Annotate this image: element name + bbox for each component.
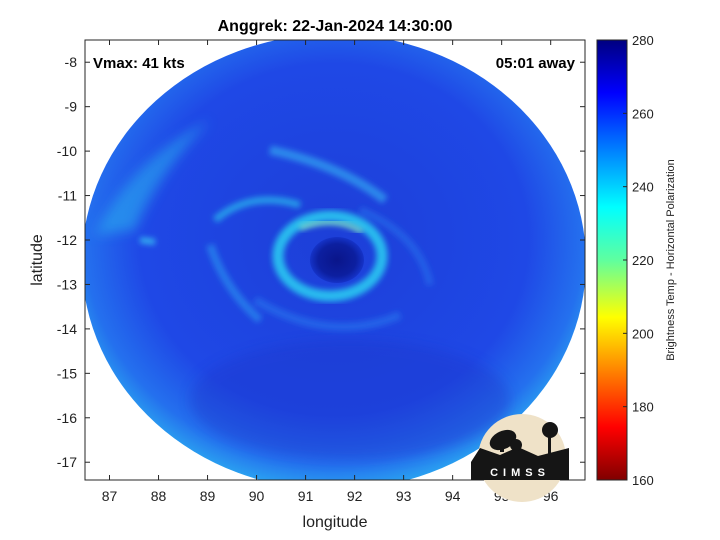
storm-eye [310,237,364,283]
y-tick-label: -9 [65,99,78,115]
cimss-logo-text: CIMSS [490,467,550,479]
colorbar-tick-label: 260 [632,106,654,121]
x-tick-label: 91 [298,488,314,504]
y-tick-label: -14 [57,321,77,337]
colorbar-tick-label: 180 [632,400,654,415]
map-title: Anggrek: 22-Jan-2024 14:30:00 [218,18,453,35]
x-tick-label: 87 [102,488,118,504]
y-tick-label: -12 [57,232,77,248]
plot-frame [84,39,586,481]
eyewall [272,210,388,302]
y-tick-label: -13 [57,276,77,292]
dark-region [190,340,510,460]
away-label: 05:01 away [496,55,576,72]
x-axis-label: longitude [303,514,368,531]
x-tick-label: 94 [445,488,461,504]
y-axis-label: latitude [29,234,46,286]
x-tick-label: 88 [151,488,167,504]
x-tick-label: 89 [200,488,216,504]
x-tick-label: 92 [347,488,363,504]
y-tick-label: -10 [57,143,77,159]
rainbands [139,145,434,331]
x-tick-label: 93 [396,488,412,504]
cimss-logo: CIMSS [471,414,569,502]
colorbar-ticks: 160 180 200 220 240 260 280 [623,33,654,488]
colorbar-tick-label: 200 [632,326,654,341]
colorbar-label: Brightness Temp - Horizontal Polarizatio… [665,159,677,361]
x-tick-label: 90 [249,488,265,504]
y-axis-ticks: -8 -9 -10 -11 -12 -13 -14 -15 -16 -17 [57,54,585,470]
colorbar-tick-label: 220 [632,253,654,268]
swath-edge-streak [95,120,210,235]
y-tick-label: -11 [58,188,77,204]
colorbar-tick-label: 280 [632,33,654,48]
colorbar-tick-label: 240 [632,180,654,195]
colorbar [596,39,628,481]
colorbar-tick-label: 160 [632,473,654,488]
vmax-label: Vmax: 41 kts [93,55,185,72]
y-tick-label: -8 [65,54,78,70]
y-tick-label: -17 [57,454,77,470]
y-tick-label: -16 [57,410,77,426]
plot-area [85,40,585,480]
y-tick-label: -15 [57,365,77,381]
